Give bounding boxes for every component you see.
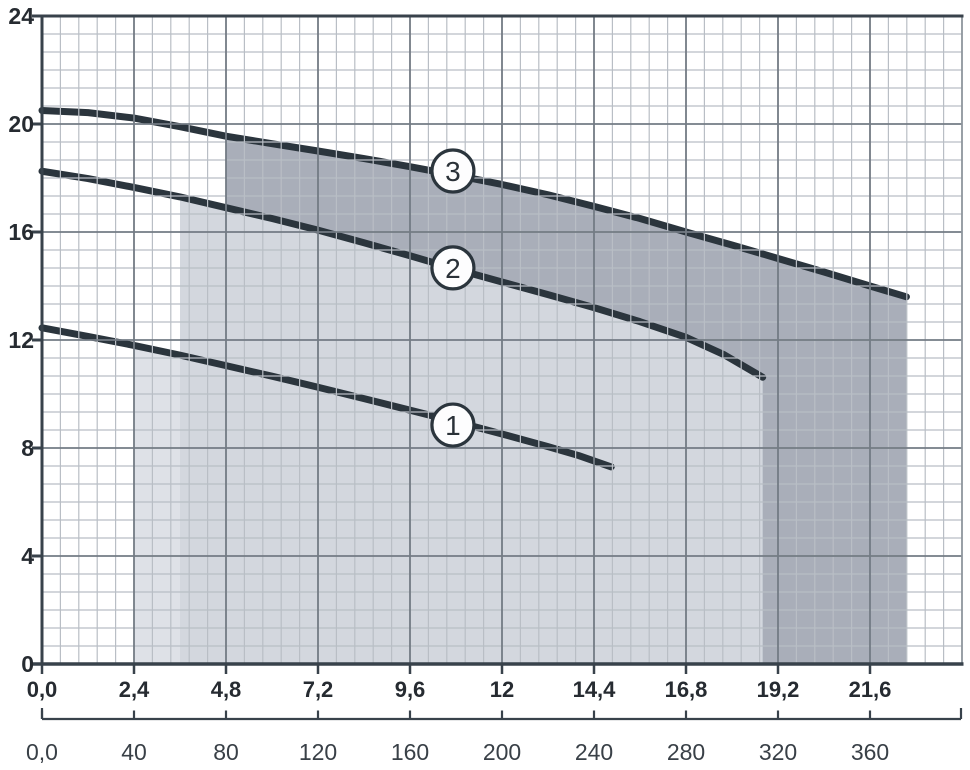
x-axis-primary-label: 0,0 xyxy=(27,677,58,702)
x-axis-primary-label: 16,8 xyxy=(665,677,708,702)
y-axis-label: 24 xyxy=(8,3,34,29)
grid-major xyxy=(42,16,962,664)
axes xyxy=(32,14,964,674)
x-axis-secondary-label: 320 xyxy=(759,739,797,765)
curve-2-badge-number: 2 xyxy=(445,253,461,284)
x-axis-primary-label: 9,6 xyxy=(395,677,426,702)
x-axis-secondary-label: 360 xyxy=(851,739,889,765)
x-axis-secondary-label: 80 xyxy=(213,739,239,765)
y-axis-label: 8 xyxy=(21,435,34,461)
curve-3-badge xyxy=(430,148,476,194)
y-axis-label: 16 xyxy=(8,219,34,245)
secondary-axis xyxy=(40,708,963,721)
y-axis-label: 20 xyxy=(8,111,34,137)
x-axis-secondary-label: 160 xyxy=(391,739,429,765)
x-axis-secondary-label: 120 xyxy=(299,739,337,765)
x-axis-primary-label: 14,4 xyxy=(573,677,617,702)
x-axis-secondary-label: 40 xyxy=(121,739,147,765)
curve-3 xyxy=(38,107,910,301)
x-axis-primary-label: 4,8 xyxy=(211,677,242,702)
x-axis-secondary-label: 0,0 xyxy=(26,739,58,765)
x-axis-primary-label: 7,2 xyxy=(303,677,334,702)
x-axis-secondary-label: 280 xyxy=(667,739,705,765)
x-axis-primary-label: 21,6 xyxy=(849,677,892,702)
x-axis-secondary-label: 200 xyxy=(483,739,521,765)
y-axis-label: 0 xyxy=(21,651,34,677)
curve-2-badge xyxy=(430,245,476,291)
curve-badges: 1 2 3 xyxy=(430,148,476,448)
x-axis-primary-label: 12 xyxy=(490,677,514,702)
x-axis-primary-label: 2,4 xyxy=(119,677,150,702)
curve-3-badge-number: 3 xyxy=(445,156,461,187)
x-axis-primary-label: 19,2 xyxy=(757,677,800,702)
x-axis-secondary-label: 240 xyxy=(575,739,613,765)
curve-1-badge-number: 1 xyxy=(445,410,461,441)
curve-1 xyxy=(38,324,615,471)
curve-1-badge xyxy=(430,402,476,448)
y-axis-label: 4 xyxy=(21,543,34,569)
y-axis-label: 12 xyxy=(8,327,34,353)
